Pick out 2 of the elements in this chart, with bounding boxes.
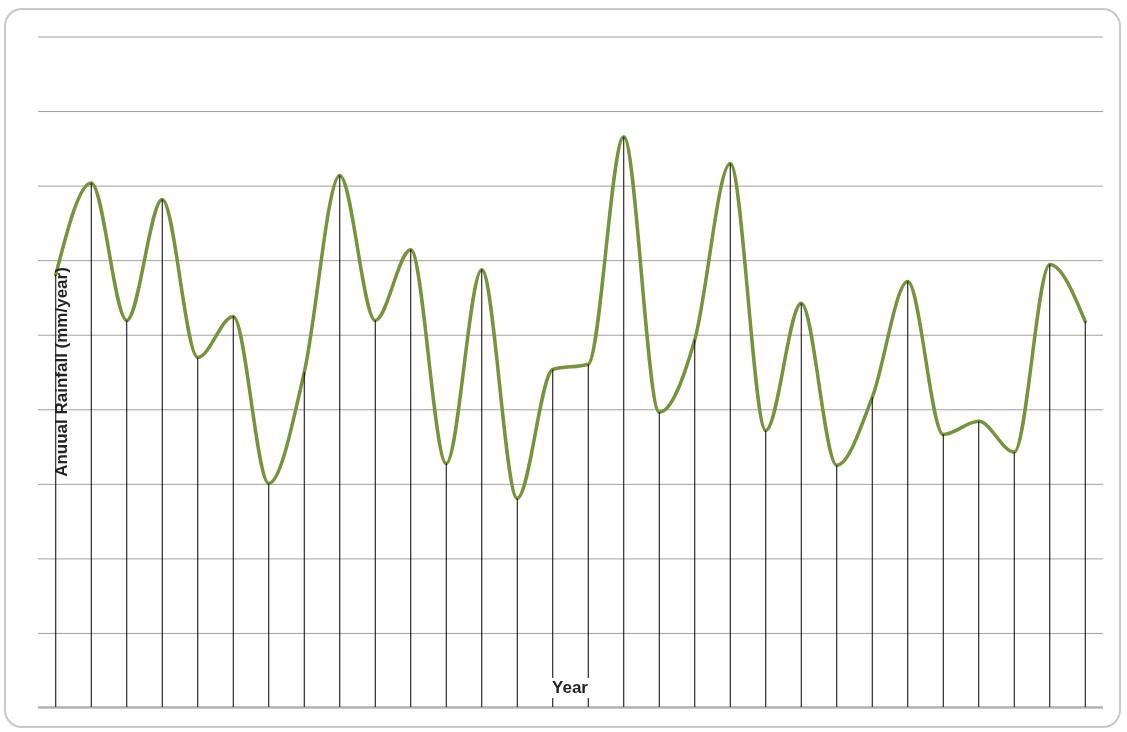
y-axis-title: Anuual Rainfall (mm/year) [52, 267, 72, 477]
x-axis-title: Year [549, 678, 591, 698]
